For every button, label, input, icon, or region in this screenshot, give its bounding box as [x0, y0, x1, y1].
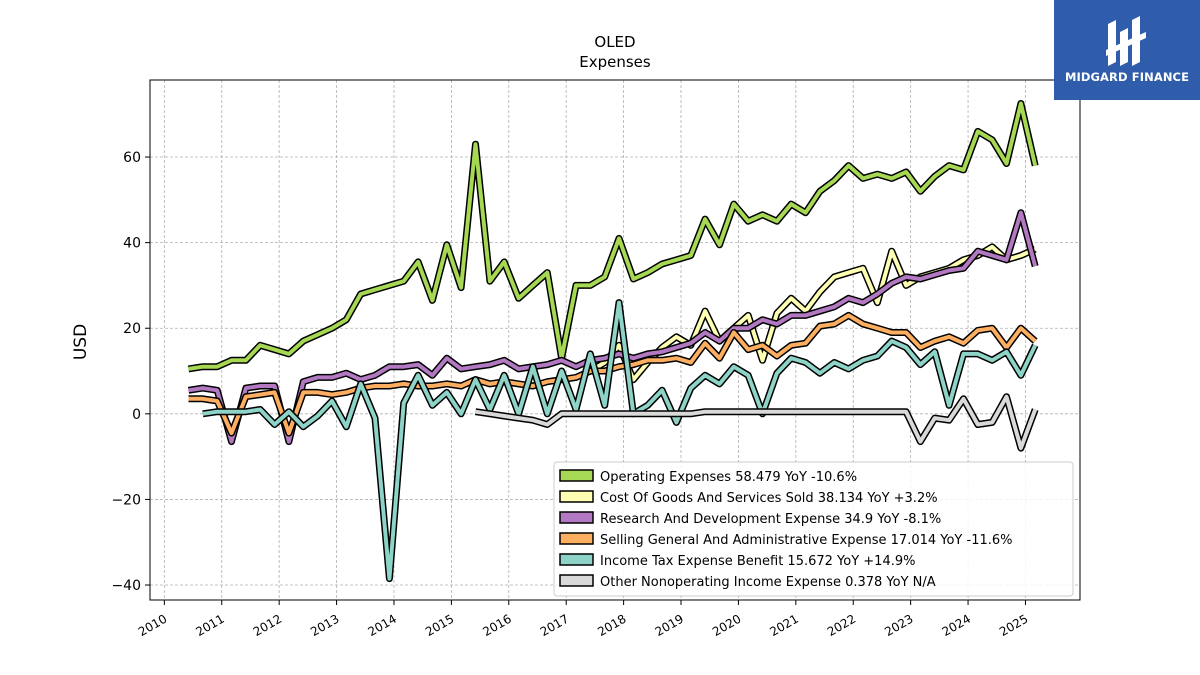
y-tick-label: 60 — [123, 150, 141, 166]
series-operating-expenses-line — [188, 101, 1038, 371]
chart-subtitle: Expenses — [579, 53, 651, 71]
x-tick-label: 2019 — [653, 612, 686, 639]
legend-swatch — [559, 532, 594, 545]
series-layer — [187, 100, 1039, 583]
y-tick-label: 0 — [132, 407, 141, 423]
x-tick-label: 2018 — [595, 612, 628, 639]
y-tick-label: 20 — [123, 321, 141, 337]
x-tick-label: 2016 — [480, 612, 513, 639]
brand-logo: MIDGARD FINANCE — [1054, 0, 1200, 100]
x-tick-label: 2020 — [710, 612, 743, 639]
series-cost-of-goods-and-services-sold-line — [589, 244, 1037, 382]
legend-label: Selling General And Administrative Expen… — [600, 533, 1013, 548]
x-tick-label: 2021 — [767, 612, 800, 639]
legend-swatch — [559, 574, 594, 587]
x-tick-label: 2024 — [940, 612, 973, 639]
x-axis: 2010 2011 2012 2013 2014 2015 2016 2017 2018 2019… — [136, 600, 1030, 639]
legend-label: Operating Expenses 58.479 YoY -10.6% — [600, 470, 857, 485]
x-tick-label: 2022 — [825, 612, 858, 639]
legend-swatch — [559, 553, 594, 566]
y-tick-label: −20 — [111, 492, 141, 508]
y-axis-label: USD — [71, 324, 91, 360]
y-axis: −40 −20 0 20 40 60 — [111, 150, 150, 594]
x-tick-label: 2010 — [136, 612, 169, 639]
legend-swatch — [559, 469, 594, 482]
series-research-and-development-expense-line — [188, 210, 1038, 444]
x-tick-label: 2017 — [538, 612, 571, 639]
x-tick-label: 2014 — [366, 612, 399, 639]
x-tick-label: 2012 — [251, 612, 284, 639]
plot-frame — [149, 79, 1081, 601]
x-tick-label: 2023 — [882, 612, 915, 639]
x-tick-label: 2015 — [423, 612, 456, 639]
legend-swatch — [559, 490, 594, 503]
series-income-tax-expense-benefit-line — [202, 300, 1038, 581]
legend-label: Research And Development Expense 34.9 Yo… — [600, 512, 941, 527]
series-other-nonoperating-income-expense-line — [475, 394, 1038, 451]
logo-text: MIDGARD FINANCE — [1064, 70, 1190, 84]
chart-title: OLED — [594, 33, 635, 51]
legend-swatch — [559, 511, 594, 524]
legend-label: Cost Of Goods And Services Sold 38.134 Y… — [600, 491, 938, 506]
x-tick-label: 2025 — [997, 612, 1030, 639]
x-tick-label: 2011 — [193, 612, 226, 639]
legend-label: Income Tax Expense Benefit 15.672 YoY +1… — [600, 554, 915, 569]
y-tick-label: 40 — [123, 236, 141, 252]
x-tick-label: 2013 — [308, 612, 341, 639]
legend-label: Other Nonoperating Income Expense 0.378 … — [600, 575, 936, 590]
y-tick-label: −40 — [111, 578, 141, 594]
series-research-and-development-expense-outline — [187, 209, 1039, 446]
legend: Operating Expenses 58.479 YoY -10.6% Cost… — [553, 461, 1074, 597]
midgard-logo-icon — [1106, 16, 1146, 66]
legend-box — [553, 461, 1074, 597]
